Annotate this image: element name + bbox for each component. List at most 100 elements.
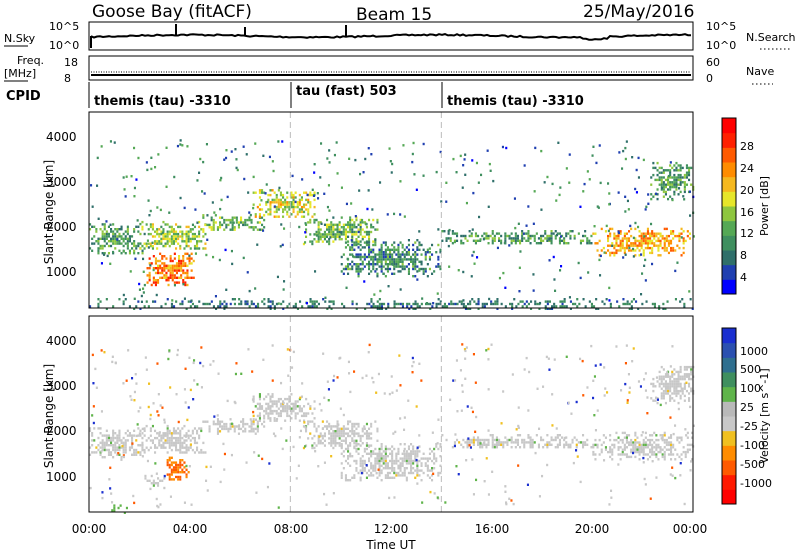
echo-cell [231, 221, 234, 224]
echo-cell [159, 208, 162, 212]
echo-cell [638, 254, 641, 257]
echo-cell [548, 239, 551, 242]
echo-cell [519, 239, 522, 242]
echo-cell [181, 463, 184, 467]
echo-cell [443, 230, 446, 233]
echo-cell [99, 432, 102, 435]
echo-cell [464, 234, 467, 238]
echo-cell [428, 247, 431, 250]
echo-cell [347, 263, 350, 266]
echo-cell [673, 176, 676, 179]
echo-cell [551, 182, 554, 186]
echo-cell [424, 270, 427, 273]
echo-cell [634, 443, 637, 447]
echo-cell [510, 436, 513, 439]
echo-cell [624, 302, 627, 306]
echo-cell [634, 434, 637, 437]
echo-cell [198, 451, 201, 454]
echo-cell [159, 267, 162, 270]
echo-cell [294, 417, 297, 420]
echo-cell [672, 453, 675, 456]
echo-cell [386, 213, 389, 216]
echo-cell [157, 484, 160, 487]
echo-cell [561, 305, 564, 308]
echo-cell [158, 444, 161, 447]
echo-cell [361, 263, 364, 266]
echo-cell [118, 228, 121, 231]
echo-cell [246, 223, 249, 227]
echo-cell [95, 446, 98, 449]
echo-cell [336, 230, 339, 234]
echo-cell [269, 407, 272, 410]
echo-cell [288, 205, 291, 209]
echo-cell [166, 439, 169, 442]
echo-cell [133, 186, 136, 190]
echo-cell [103, 244, 106, 248]
echo-cell [277, 203, 280, 206]
echo-cell [679, 462, 682, 465]
echo-cell [231, 218, 234, 222]
echo-cell [96, 184, 99, 187]
echo-cell [399, 462, 402, 465]
echo-cell [183, 232, 186, 236]
echo-cell [410, 464, 413, 467]
echo-cell [568, 181, 571, 184]
freq-panel-frame [88, 55, 694, 81]
echo-cell [596, 205, 599, 208]
echo-cell [403, 443, 406, 446]
echo-cell [422, 471, 425, 475]
echo-cell [439, 265, 442, 268]
echo-cell [323, 233, 326, 236]
echo-cell [351, 246, 354, 249]
echo-cell [365, 471, 368, 475]
echo-cell [480, 173, 483, 177]
echo-cell [455, 359, 458, 362]
echo-cell [344, 447, 347, 451]
echo-cell [644, 208, 647, 211]
echo-cell [124, 441, 127, 444]
echo-cell [437, 447, 440, 451]
echo-cell [397, 258, 400, 261]
echo-cell [351, 437, 354, 440]
echo-cell [258, 402, 261, 406]
echo-cell [374, 447, 377, 451]
echo-cell [200, 346, 203, 349]
echo-cell [412, 459, 415, 463]
echo-cell [225, 218, 228, 222]
echo-cell [357, 242, 360, 246]
echo-cell [382, 265, 385, 268]
echo-cell [315, 240, 318, 243]
echo-cell [336, 223, 339, 226]
echo-cell [384, 474, 387, 477]
echo-cell [384, 455, 387, 458]
echo-cell [299, 429, 302, 433]
echo-cell [479, 446, 482, 449]
echo-cell [675, 183, 678, 186]
echo-cell [401, 452, 404, 455]
echo-cell [114, 242, 117, 245]
echo-cell [376, 258, 379, 261]
echo-cell [621, 242, 624, 245]
echo-cell [397, 265, 400, 268]
echo-cell [378, 467, 381, 470]
echo-cell [126, 247, 129, 250]
echo-cell [683, 198, 686, 201]
echo-cell [644, 446, 647, 449]
echo-cell [410, 459, 413, 463]
echo-cell [544, 230, 547, 233]
echo-cell [323, 434, 326, 438]
echo-cell [544, 237, 547, 240]
echo-cell [527, 232, 530, 235]
echo-cell [403, 255, 406, 259]
power-ytick-3000: 3000 [46, 175, 77, 189]
echo-cell [122, 250, 125, 253]
echo-cell [172, 232, 175, 236]
echo-cell [659, 450, 662, 454]
echo-cell [177, 448, 180, 452]
echo-cell [267, 417, 270, 420]
echo-cell [282, 288, 285, 291]
echo-cell [223, 228, 226, 231]
echo-cell [252, 191, 255, 194]
echo-cell [502, 443, 505, 446]
echo-cell [416, 474, 419, 477]
